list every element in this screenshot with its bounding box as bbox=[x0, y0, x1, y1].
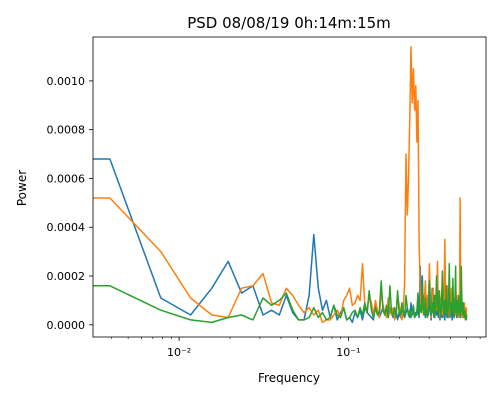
x-tick-label: 10⁻² bbox=[167, 346, 191, 359]
y-tick-label: 0.0002 bbox=[47, 270, 86, 283]
y-tick-label: 0.0000 bbox=[47, 319, 86, 332]
y-tick-label: 0.0006 bbox=[47, 172, 86, 185]
x-tick-label: 10⁻¹ bbox=[336, 346, 360, 359]
y-tick-label: 0.0010 bbox=[47, 75, 86, 88]
chart-title: PSD 08/08/19 0h:14m:15m bbox=[187, 14, 391, 32]
series-line-2 bbox=[93, 46, 468, 324]
x-axis-label: Frequency bbox=[258, 371, 320, 385]
plot-frame bbox=[92, 36, 487, 338]
y-tick-label: 0.0008 bbox=[47, 124, 86, 137]
series-layer bbox=[93, 46, 468, 324]
series-line-1 bbox=[93, 158, 468, 324]
series-line-3 bbox=[93, 263, 468, 324]
y-tick-label: 0.0004 bbox=[47, 221, 86, 234]
axes-layer: 0.0000 0.0002 0.0004 0.0006 0.0008 0.0010 10⁻²… bbox=[47, 75, 481, 359]
y-axis-label: Power bbox=[15, 170, 29, 206]
